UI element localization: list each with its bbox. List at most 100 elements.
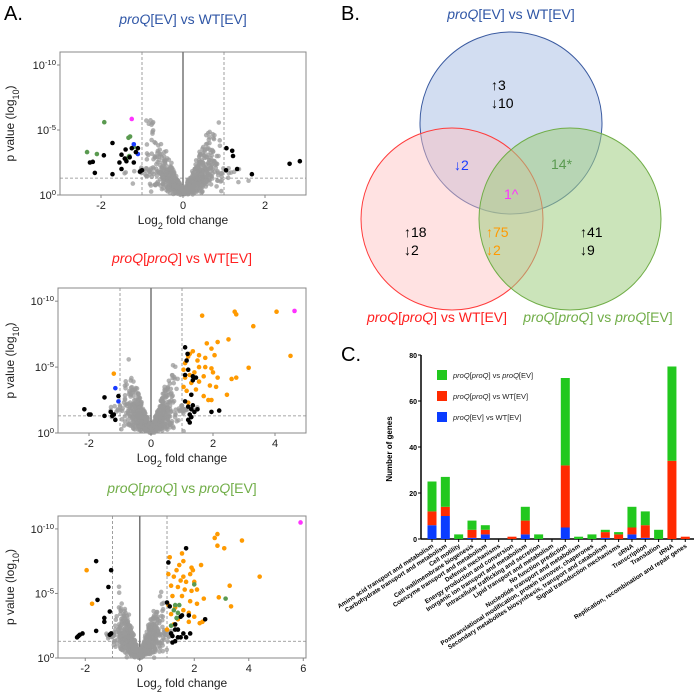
y-axis-label: p value (log10) [3,549,21,625]
bar-segment [640,525,650,538]
point-black [119,166,124,172]
point-nonsignificant [137,423,143,429]
bar-segment [440,476,450,507]
point-nonsignificant [171,183,177,189]
point-orange [257,574,262,579]
bar-segment [640,511,650,526]
title-segment: proQ [111,250,143,266]
point-black [133,149,139,155]
point-nonsignificant [194,184,199,190]
point-nonsignificant [199,161,204,166]
label-subscript: 2 [157,684,162,694]
point-nonsignificant [148,183,154,188]
bar-segment [520,506,530,521]
point-nonsignificant [160,173,166,178]
point-orange [212,535,218,541]
point-black [185,417,191,423]
title-segment: proQ [501,371,519,380]
point-nonsignificant [164,394,169,399]
tick-base: 10 [39,190,51,202]
bar-segment [440,516,450,539]
tick-base: 10 [31,296,43,308]
y-tick-label: 100 [37,651,54,666]
point-nonsignificant [127,400,133,405]
bar-segment [640,537,650,539]
point-nonsignificant [150,640,155,645]
title-segment: proQ [614,309,646,325]
point-green [223,596,228,601]
title-segment: proQ [141,480,173,496]
point-nonsignificant [160,399,165,405]
title-segment: [EV] vs WT[EV] [470,413,522,422]
point-orange [194,601,200,607]
title-segment: proQ [471,392,489,401]
point-nonsignificant [189,179,195,184]
point-black [93,628,99,634]
point-nonsignificant [135,427,141,432]
y-tick-label: 10-5 [37,123,56,138]
tick-exponent: -5 [47,360,54,369]
point-nonsignificant [173,411,178,416]
point-nonsignificant [153,636,158,641]
title-segment: proQ [446,6,478,22]
title-segment: ] vs WT[EV] [488,392,528,401]
point-nonsignificant [141,647,147,652]
label-text: ) [3,549,17,553]
point-nonsignificant [158,183,163,188]
y-axis-label: p value (log10) [3,85,21,161]
point-orange [175,584,181,590]
point-black [108,631,114,636]
title-segment: [ [554,309,558,325]
point-nonsignificant [208,155,213,161]
point-magenta [129,116,135,122]
title-segment: [ [470,392,473,401]
point-nonsignificant [114,614,119,619]
point-nonsignificant [144,157,150,162]
point-nonsignificant [126,648,131,653]
point-nonsignificant [132,639,138,644]
point-black [123,147,128,152]
bar-segment [574,536,584,539]
y-tick-label: 40 [409,445,417,452]
bar-segment [667,460,677,539]
point-nonsignificant [118,611,123,617]
tick-exponent: 0 [50,426,54,435]
title-segment: proQ [118,11,150,27]
point-nonsignificant [177,185,182,191]
point-nonsignificant [196,154,202,160]
point-nonsignificant [149,427,154,432]
point-nonsignificant [108,404,114,410]
point-orange [178,578,183,583]
bar-segment [614,534,624,539]
tick-base: 10 [31,524,43,536]
point-nonsignificant [179,403,185,408]
point-orange [195,358,200,363]
point-black [170,640,175,645]
point-nonsignificant [163,170,169,175]
bar-segment [467,529,477,538]
tick-exponent: -10 [43,294,54,303]
point-nonsignificant [231,169,237,175]
point-nonsignificant [147,631,152,636]
point-green [127,134,133,139]
y-tick-label: 10-5 [35,360,54,375]
point-nonsignificant [189,184,194,190]
point-nonsignificant [165,427,170,432]
point-nonsignificant [138,401,143,407]
point-nonsignificant [111,642,117,648]
bar-segment [507,536,517,539]
point-orange [190,567,196,573]
point-black [186,613,192,618]
point-nonsignificant [148,643,154,649]
point-black [192,409,197,415]
bar-segment [680,536,690,539]
point-orange [192,370,197,375]
point-nonsignificant [117,404,123,409]
point-nonsignificant [168,165,173,170]
point-orange [201,393,206,399]
point-nonsignificant [148,617,153,622]
title-segment: [EV] [646,309,672,325]
title-segment: [EV] vs WT[EV] [478,6,574,22]
point-black [93,558,99,564]
point-black [184,358,189,363]
